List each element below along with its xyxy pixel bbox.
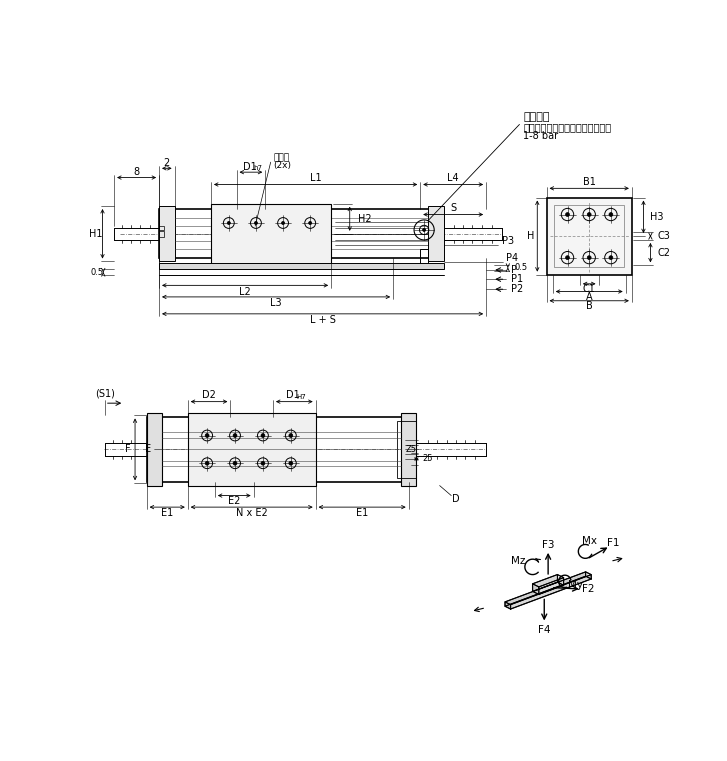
Text: F2: F2: [582, 584, 595, 594]
Text: P1: P1: [511, 274, 523, 284]
Polygon shape: [586, 572, 591, 579]
Text: E1: E1: [356, 508, 369, 517]
Circle shape: [233, 434, 237, 438]
Bar: [420, 249, 428, 266]
Text: Mz: Mz: [512, 556, 526, 565]
Polygon shape: [510, 575, 591, 609]
Text: B1: B1: [583, 177, 595, 187]
Circle shape: [289, 434, 293, 438]
Text: 定心环: 定心环: [273, 154, 289, 163]
Bar: [401, 413, 417, 486]
Bar: [159, 231, 164, 237]
Text: h7: h7: [254, 165, 262, 171]
Bar: [211, 204, 331, 264]
Polygon shape: [505, 576, 591, 609]
Text: D2: D2: [202, 390, 216, 400]
Text: C1: C1: [583, 284, 595, 295]
Bar: [547, 198, 632, 275]
Text: S: S: [450, 203, 457, 213]
Circle shape: [261, 434, 265, 438]
Circle shape: [422, 228, 426, 231]
Text: H7: H7: [297, 394, 306, 400]
Text: P: P: [511, 265, 517, 275]
Bar: [147, 417, 417, 482]
Circle shape: [233, 461, 237, 465]
Text: E: E: [145, 444, 151, 454]
Text: 空气接头: 空气接头: [523, 112, 550, 122]
Circle shape: [289, 461, 293, 465]
Text: E1: E1: [161, 508, 173, 517]
Text: L + S: L + S: [310, 315, 336, 325]
Bar: [147, 413, 162, 486]
Text: P4: P4: [506, 253, 518, 263]
Text: D1: D1: [244, 162, 257, 172]
Circle shape: [587, 212, 591, 216]
Text: 干燥或已上油的处理后的压缩空气: 干燥或已上油的处理后的压缩空气: [523, 122, 611, 132]
Bar: [428, 206, 443, 262]
Polygon shape: [533, 584, 539, 594]
Text: F3: F3: [542, 540, 555, 549]
Text: F: F: [125, 444, 131, 454]
Polygon shape: [558, 575, 563, 585]
Polygon shape: [533, 575, 558, 591]
Text: F4: F4: [538, 625, 550, 635]
Polygon shape: [539, 578, 563, 594]
Polygon shape: [533, 582, 563, 594]
Text: Mx: Mx: [582, 536, 597, 546]
Circle shape: [254, 221, 257, 224]
Text: H2: H2: [358, 214, 372, 224]
Text: L3: L3: [270, 298, 282, 308]
Text: H1: H1: [89, 229, 103, 239]
Circle shape: [609, 256, 613, 260]
Text: H3: H3: [651, 212, 664, 221]
Bar: [159, 209, 443, 259]
Circle shape: [228, 221, 230, 224]
Text: Z5: Z5: [406, 445, 417, 454]
Circle shape: [566, 212, 569, 216]
Bar: [159, 263, 443, 269]
Text: My: My: [569, 580, 583, 591]
Text: C3: C3: [657, 231, 670, 241]
Text: D1: D1: [286, 390, 300, 400]
Text: F1: F1: [607, 538, 619, 548]
Bar: [554, 205, 624, 267]
Text: 8: 8: [134, 167, 140, 177]
Circle shape: [609, 212, 613, 216]
Text: P2: P2: [511, 284, 523, 295]
Polygon shape: [505, 602, 510, 609]
Bar: [159, 226, 164, 230]
Text: N x E2: N x E2: [236, 508, 268, 517]
Text: H: H: [527, 231, 535, 241]
Circle shape: [566, 256, 569, 260]
Text: C2: C2: [657, 247, 670, 258]
Text: (S1): (S1): [95, 389, 115, 399]
Polygon shape: [505, 572, 591, 605]
Text: 0.5: 0.5: [91, 268, 104, 277]
Polygon shape: [505, 572, 586, 607]
Text: 0.5: 0.5: [515, 263, 528, 272]
Bar: [159, 206, 174, 262]
Text: L4: L4: [447, 174, 459, 183]
Circle shape: [281, 221, 285, 224]
Bar: [188, 413, 316, 486]
Polygon shape: [533, 575, 563, 587]
Circle shape: [205, 461, 209, 465]
Text: A: A: [586, 292, 593, 302]
Circle shape: [261, 461, 265, 465]
Text: P3: P3: [502, 236, 514, 246]
Text: 1-8 bar: 1-8 bar: [523, 131, 558, 141]
Text: (2x): (2x): [273, 161, 291, 170]
Text: D: D: [452, 494, 459, 504]
Text: L2: L2: [239, 287, 251, 297]
Text: 25: 25: [422, 454, 433, 463]
Circle shape: [587, 256, 591, 260]
Circle shape: [309, 221, 312, 224]
Circle shape: [205, 434, 209, 438]
Text: 2: 2: [164, 158, 170, 168]
Text: B: B: [586, 301, 593, 311]
Text: E2: E2: [228, 496, 241, 506]
Bar: [397, 421, 417, 478]
Text: L1: L1: [310, 174, 321, 183]
